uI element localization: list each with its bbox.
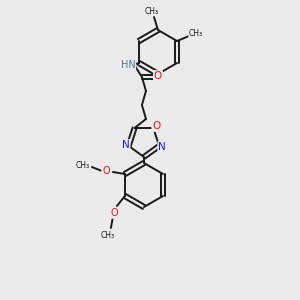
Text: CH₃: CH₃ (76, 160, 90, 169)
Text: HN: HN (121, 60, 135, 70)
Text: N: N (122, 140, 130, 150)
Text: O: O (154, 71, 162, 81)
Text: O: O (152, 121, 160, 131)
Text: CH₃: CH₃ (145, 7, 159, 16)
Text: CH₃: CH₃ (189, 29, 203, 38)
Text: O: O (110, 208, 118, 218)
Text: N: N (158, 142, 166, 152)
Text: CH₃: CH₃ (101, 232, 115, 241)
Text: O: O (102, 166, 110, 176)
